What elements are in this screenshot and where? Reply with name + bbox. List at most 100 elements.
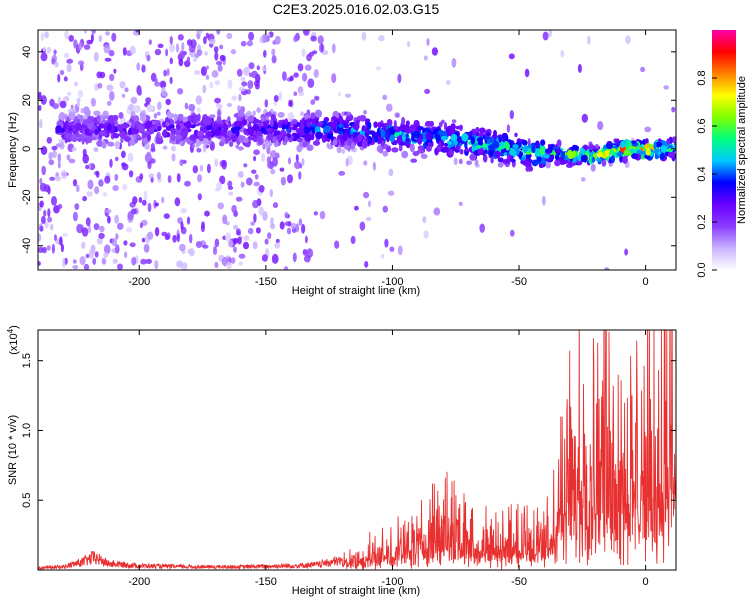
heatmap-cell [201, 221, 205, 229]
heatmap-cell [92, 124, 97, 130]
heatmap-cell [161, 196, 165, 204]
heatmap-cell [159, 80, 167, 89]
heatmap-cell [260, 117, 265, 123]
heatmap-cell [477, 140, 484, 146]
heatmap-cell [81, 241, 86, 249]
heatmap-cell [332, 138, 338, 146]
heatmap-cell [283, 266, 289, 270]
heatmap-cell [306, 121, 312, 128]
heatmap-cell [124, 87, 129, 93]
heatmap-cell [109, 158, 113, 168]
heatmap-cell [53, 49, 57, 55]
heatmap-cell [269, 189, 273, 198]
heatmap-cell [233, 237, 239, 244]
heatmap-cell [156, 138, 164, 145]
heatmap-cell [193, 114, 200, 122]
heatmap-cell [238, 93, 242, 102]
heatmap-cell [177, 88, 184, 95]
heatmap-cell [57, 73, 61, 83]
heatmap-cell [180, 130, 189, 137]
heatmap-cell [427, 142, 432, 146]
heatmap-cell [225, 232, 231, 242]
heatmap-cell [271, 253, 279, 264]
heatmap-cell [215, 187, 220, 192]
heatmap-cell [179, 140, 184, 146]
heatmap-cell [265, 140, 269, 149]
heatmap-cell [195, 95, 203, 105]
heatmap-cell [77, 137, 82, 142]
heatmap-cell [413, 130, 421, 139]
heatmap-cell [139, 173, 144, 180]
heatmap-cell [606, 141, 612, 145]
heatmap-cell [227, 185, 234, 190]
heatmap-cell [253, 213, 257, 223]
heatmap-cell [59, 236, 63, 246]
heatmap-cell [74, 203, 80, 211]
heatmap-cell [456, 136, 463, 143]
heatmap-cell [205, 74, 210, 80]
heatmap-cell [654, 141, 663, 148]
heatmap-cell [503, 158, 511, 165]
heatmap-cell [203, 36, 207, 45]
heatmap-cell [445, 80, 451, 85]
heatmap-cell [187, 56, 190, 63]
heatmap-cell [625, 35, 631, 45]
heatmap-cell [246, 177, 253, 186]
heatmap-cell [114, 173, 119, 181]
heatmap-cell [216, 103, 220, 108]
heatmap-cell [38, 233, 42, 242]
heatmap-cell [38, 246, 44, 253]
heatmap-cell [303, 254, 311, 263]
heatmap-cell [205, 32, 210, 39]
heatmap-cell [250, 221, 255, 226]
heatmap-cell [493, 130, 497, 137]
heatmap-cell [256, 107, 261, 113]
heatmap-cell [550, 154, 555, 161]
heatmap-cell [214, 51, 219, 61]
heatmap-cell [163, 91, 168, 98]
heatmap-cell [302, 30, 310, 36]
heatmap-cell [75, 122, 82, 131]
heatmap-cell [177, 34, 184, 41]
heatmap-cell [94, 186, 100, 195]
heatmap-cell [391, 147, 399, 153]
heatmap-cell [81, 227, 89, 237]
heatmap-cell [130, 96, 138, 104]
heatmap-cell [287, 174, 293, 184]
heatmap-cell [514, 144, 519, 149]
heatmap-cell [194, 70, 201, 75]
heatmap-cell [117, 263, 123, 270]
heatmap-cell [236, 68, 243, 77]
heatmap-cell [118, 112, 124, 119]
heatmap-cell [310, 99, 316, 105]
heatmap-cell [141, 64, 146, 73]
heatmap-cell [270, 169, 276, 175]
heatmap-cell [61, 128, 65, 133]
heatmap-cell [339, 131, 344, 135]
heatmap-cell [93, 223, 100, 231]
heatmap-cell [80, 107, 85, 114]
heatmap-cell [213, 46, 219, 53]
heatmap-cell [289, 75, 294, 81]
heatmap-cell [169, 43, 175, 53]
heatmap-cell [148, 127, 155, 135]
heatmap-cell [293, 35, 298, 43]
heatmap-cell [51, 196, 57, 206]
heatmap-cell [148, 39, 152, 45]
heatmap-cell [254, 174, 259, 180]
heatmap-cell [93, 52, 99, 62]
heatmap-cell [545, 161, 551, 169]
heatmap-cell [68, 111, 76, 120]
heatmap-cell [466, 160, 473, 166]
heatmap-cell [78, 42, 83, 51]
heatmap-cell [217, 110, 221, 118]
heatmap-cell [261, 34, 268, 43]
snr-x-label: Height of straight line (km) [292, 585, 420, 597]
heatmap-cell [384, 238, 389, 248]
heatmap-cell [90, 97, 96, 107]
heatmap-cell [545, 148, 553, 154]
heatmap-cell [367, 200, 372, 208]
heatmap-cell [446, 140, 452, 145]
heatmap-cell [274, 35, 281, 45]
heatmap-cell [196, 30, 203, 35]
